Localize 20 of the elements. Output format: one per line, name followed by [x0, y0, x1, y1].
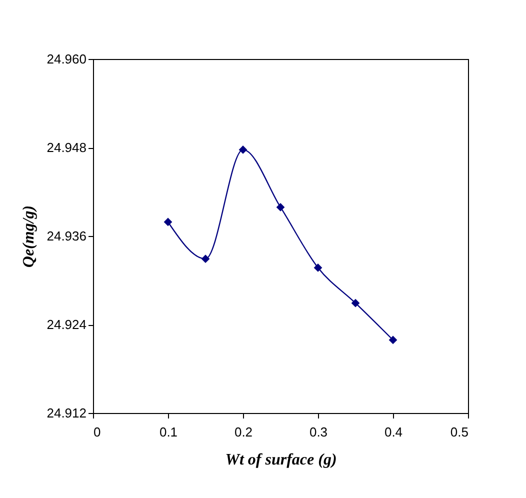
x-tick-label: 0.5 — [450, 424, 468, 440]
y-tick-label: 24.936 — [46, 228, 86, 244]
y-tick-label: 24.924 — [46, 317, 86, 332]
x-tick-label: 0.4 — [384, 424, 403, 440]
x-tick-label: 0.3 — [309, 424, 328, 440]
y-axis-title: Qe(mg/g) — [20, 205, 38, 268]
y-tick-label: 24.948 — [46, 140, 86, 155]
y-tick-label: 24.960 — [46, 52, 86, 66]
x-tick-label: 0.2 — [234, 424, 253, 440]
y-tick-label: 24.912 — [46, 406, 86, 420]
point — [201, 254, 210, 264]
point — [238, 146, 248, 154]
point — [351, 298, 360, 308]
x-tick-label: 0.1 — [159, 424, 178, 440]
x-axis-title: Wt of surface (g) — [225, 452, 337, 468]
x-tick-label: 0 — [94, 424, 101, 440]
point — [276, 203, 285, 212]
point — [164, 218, 172, 226]
point — [388, 336, 398, 344]
point — [314, 264, 322, 272]
